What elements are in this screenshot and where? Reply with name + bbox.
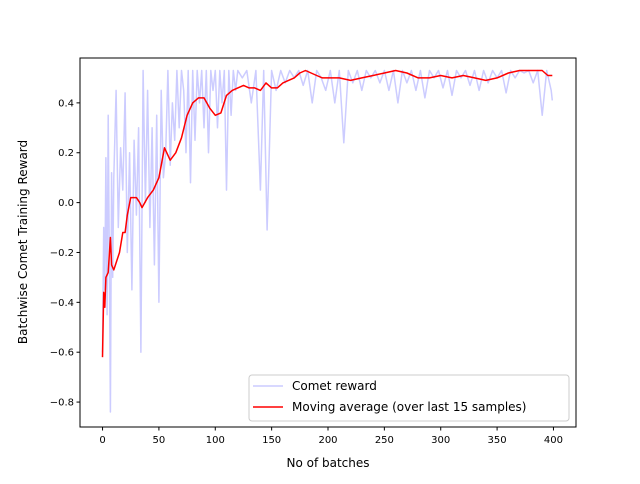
y-tick-label: −0.4 (50, 298, 74, 309)
legend-box (248, 374, 570, 422)
x-tick-label: 50 (153, 435, 166, 446)
x-tick-label: 400 (544, 435, 563, 446)
y-tick-label: 0.4 (58, 98, 74, 109)
x-tick-label: 300 (431, 435, 450, 446)
x-axis-label: No of batches (286, 456, 369, 470)
x-tick-label: 200 (318, 435, 337, 446)
series-line-comet-reward (101, 69, 554, 413)
x-tick-label: 100 (206, 435, 225, 446)
legend: Comet reward Moving average (over last 1… (248, 374, 570, 422)
series-line-moving-average (101, 69, 553, 358)
legend-label-moving-average: Moving average (over last 15 samples) (292, 400, 526, 414)
x-tick-label: 350 (488, 435, 507, 446)
y-tick-label: 0.0 (58, 198, 74, 209)
y-tick-label: −0.8 (50, 398, 74, 409)
y-tick-label: 0.2 (58, 148, 74, 159)
x-tick-label: 0 (99, 435, 105, 446)
y-tick-label: −0.2 (50, 248, 74, 259)
y-tick-label: −0.6 (50, 348, 74, 359)
legend-label-comet-reward: Comet reward (292, 379, 377, 393)
x-tick-label: 150 (262, 435, 281, 446)
y-axis-label: Batchwise Comet Training Reward (16, 140, 30, 344)
x-tick-label: 250 (375, 435, 394, 446)
